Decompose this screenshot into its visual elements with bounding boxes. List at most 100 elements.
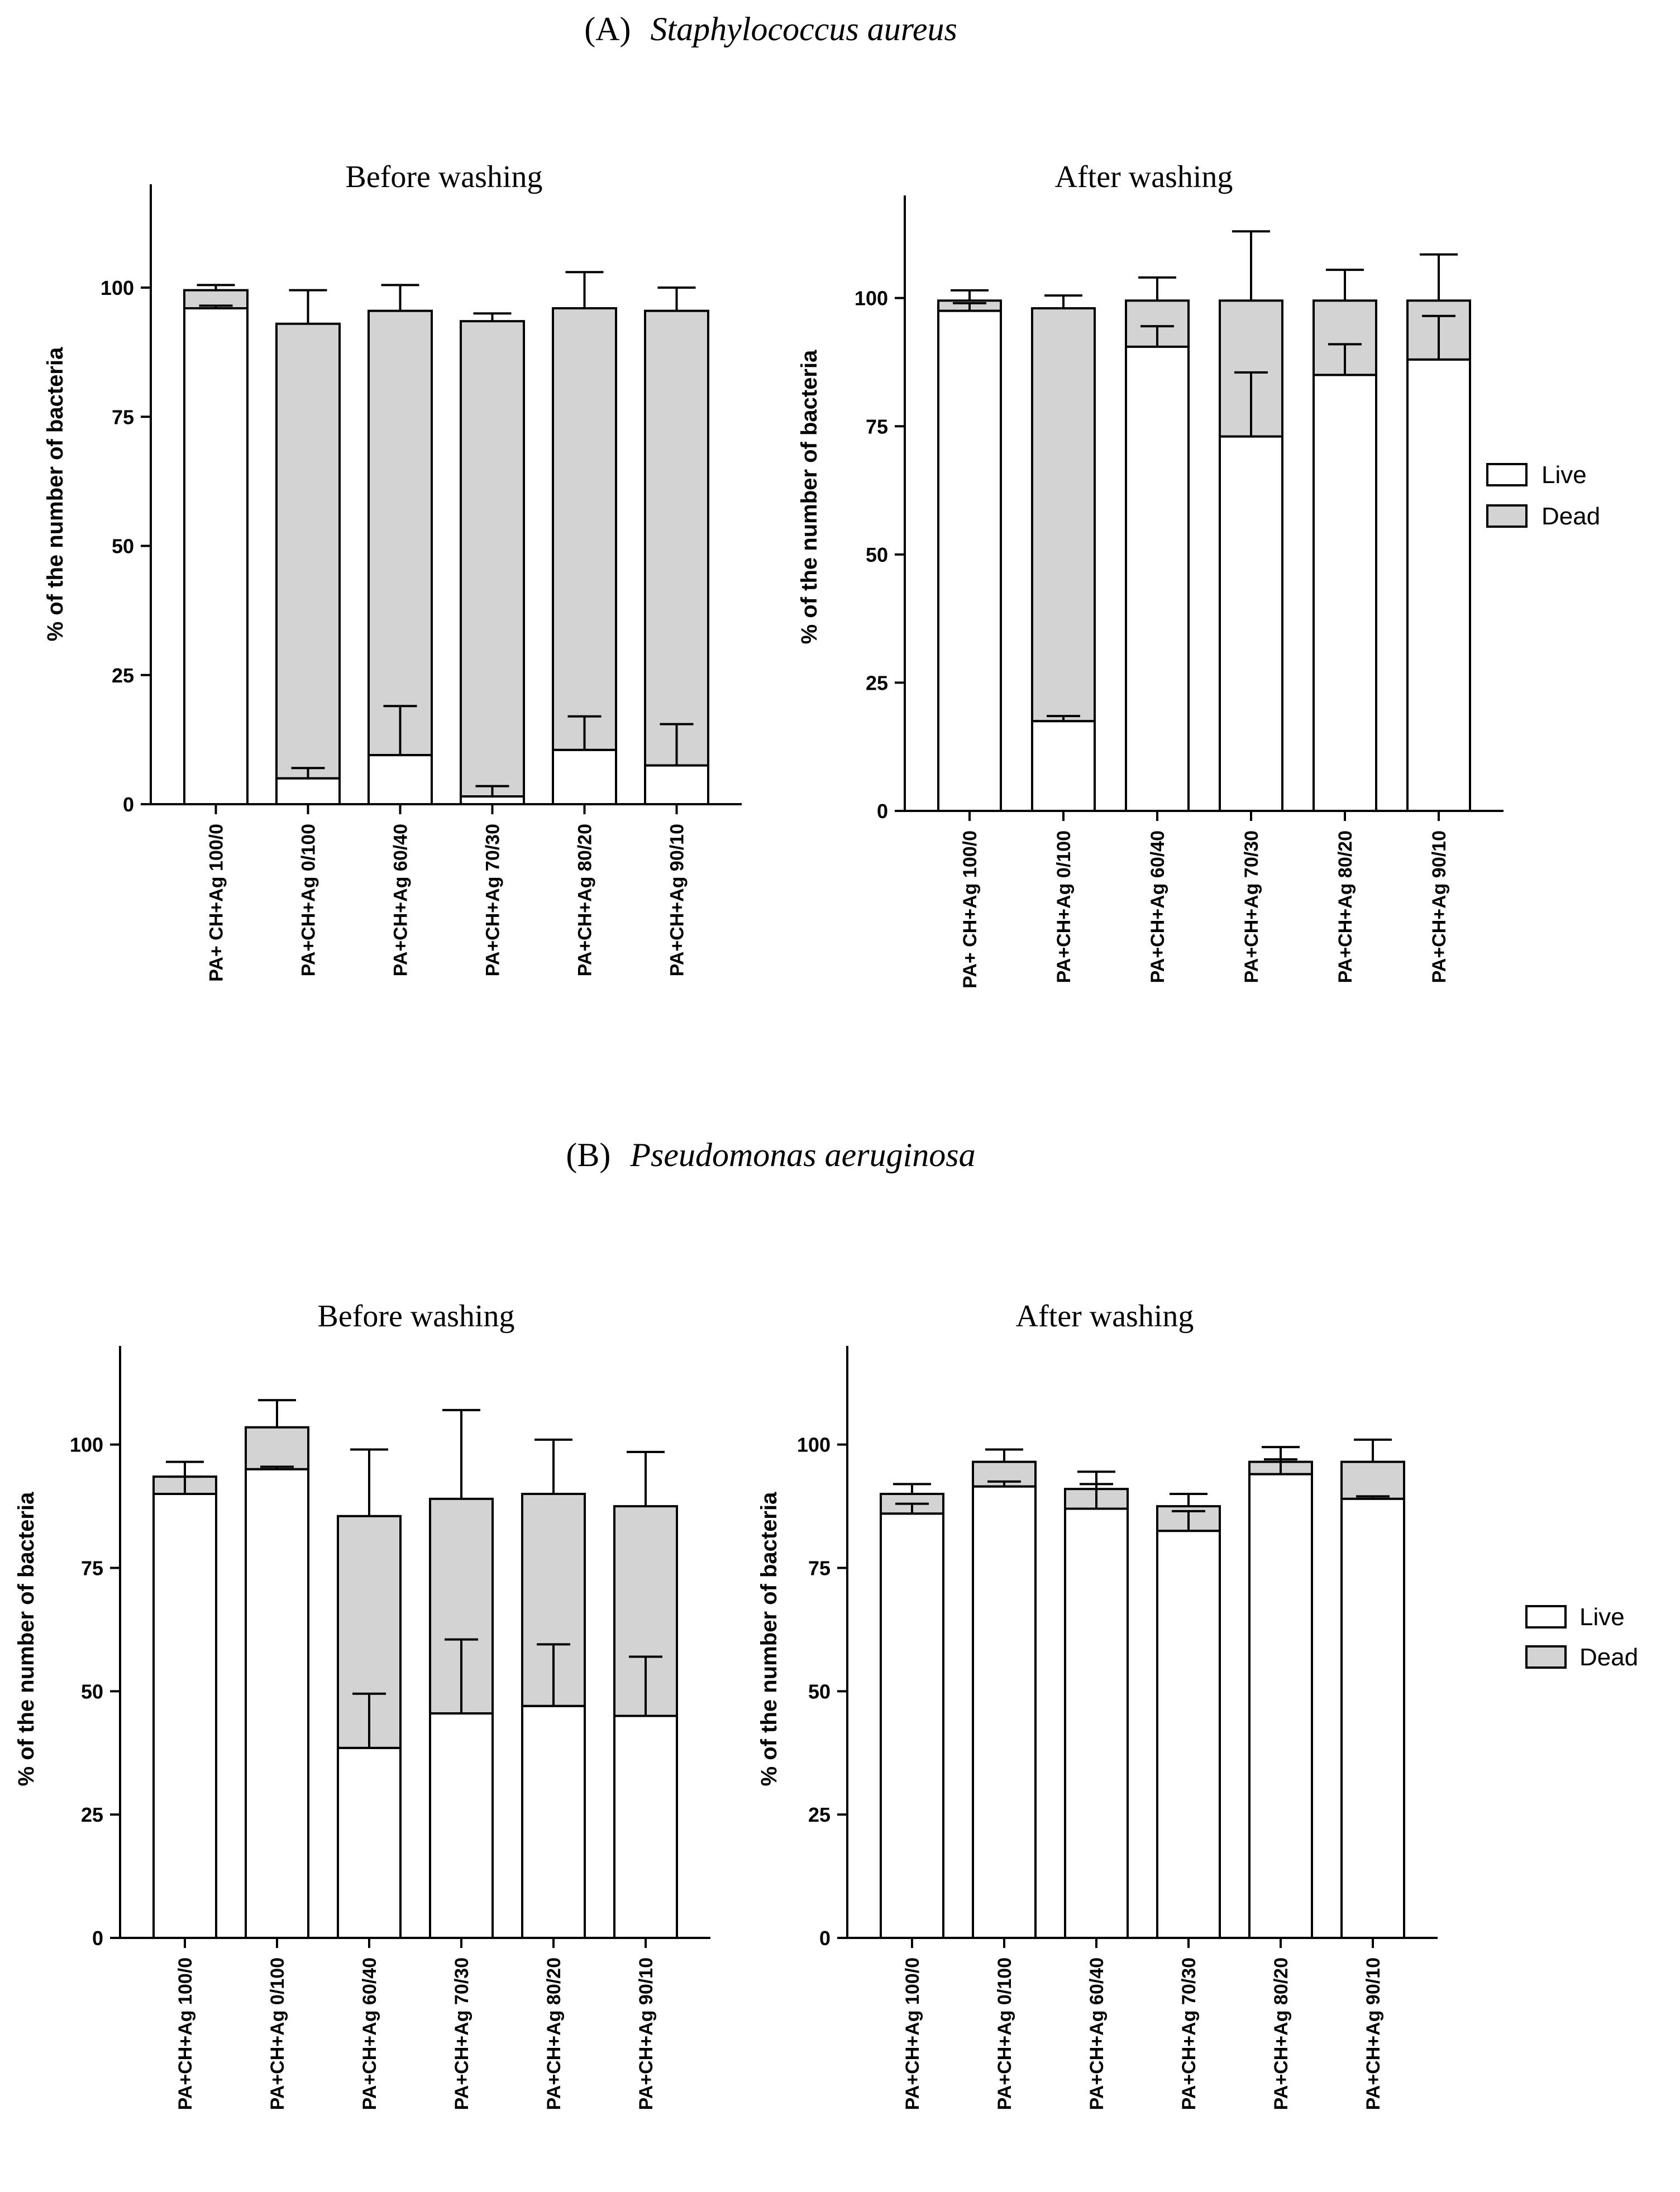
b-before-y-tick-label: 50 [81, 1680, 103, 1703]
b-after-error-bar-dead [1354, 1438, 1392, 1462]
b-before-y-tick-label: 75 [81, 1557, 103, 1580]
legend-b-live-label: Live [1579, 1603, 1625, 1631]
a-after-y-tick-label: 100 [855, 287, 888, 310]
b-after-error-bar-dead [1262, 1446, 1300, 1462]
a-before-y-axis-label: % of the number of bacteria [43, 347, 68, 641]
legend-b-dead-swatch [1525, 1645, 1567, 1669]
legend-a-live-label: Live [1541, 461, 1587, 489]
b-before-error-bar-dead [442, 1408, 480, 1499]
b-after-bar-live [1340, 1497, 1405, 1939]
a-before-bar-live [367, 754, 433, 805]
panel-a-label: (A) [584, 11, 631, 47]
b-before-chart-title: Before washing [317, 1299, 514, 1334]
a-before-error-bar-dead [381, 284, 419, 311]
a-after-error-bar-live [1422, 314, 1455, 360]
b-after-bar-live [1156, 1530, 1221, 1939]
b-before-error-bar-dead [350, 1448, 388, 1516]
a-before-error-bar-dead [473, 312, 512, 322]
a-before-bar-dead [644, 309, 709, 767]
a-after-bar-live [1219, 435, 1283, 812]
b-before-bar-live [245, 1468, 309, 1939]
a-before-error-bar-dead [289, 289, 327, 324]
b-before-y-tick-label: 0 [92, 1927, 103, 1950]
a-after-category-label: PA+CH+Ag 80/20 [1335, 830, 1356, 983]
a-before-category-label: PA+CH+Ag 90/10 [667, 824, 688, 976]
legend-a-live-swatch [1486, 463, 1528, 486]
a-before-category-label: PA+CH+Ag 60/40 [390, 824, 412, 976]
a-before-bar-live [552, 748, 617, 805]
a-before-error-bar-live [567, 715, 602, 750]
b-after-category-label: PA+CH+Ag 80/20 [1271, 1957, 1292, 2110]
a-after-bar-dead [1031, 307, 1096, 723]
a-after-category-label: PA+CH+Ag 90/10 [1429, 830, 1450, 983]
b-after-bar-live [1064, 1507, 1129, 1939]
a-before-bar-dead [460, 320, 525, 798]
a-before-error-bar-live [475, 785, 509, 797]
panel-b-organism: Pseudomonas aeruginosa [629, 1136, 975, 1173]
a-after-error-bar-dead [951, 289, 989, 301]
a-before-category-label: PA+ CH+Ag 100/0 [206, 824, 227, 982]
b-after-error-bar-dead [1170, 1493, 1207, 1507]
b-before-category-label: PA+CH+Ag 90/10 [636, 1957, 657, 2110]
a-before-bar-dead [552, 307, 617, 751]
a-before-error-bar-live [383, 705, 417, 756]
b-before-bar-live [152, 1493, 217, 1939]
b-before-bar-live [337, 1746, 402, 1940]
b-before-error-bar-live [260, 1465, 294, 1469]
b-after-category-label: PA+CH+Ag 60/40 [1086, 1957, 1108, 2110]
b-after-y-tick-label: 25 [808, 1803, 831, 1826]
b-before-bar-dead [245, 1426, 309, 1470]
b-before-y-tick-label: 100 [70, 1434, 103, 1456]
a-after-error-bar-live [1328, 343, 1362, 375]
a-after-bar-live [1031, 720, 1096, 812]
a-before-error-bar-live [291, 767, 325, 779]
a-after-category-label: PA+CH+Ag 60/40 [1147, 830, 1168, 983]
a-before-category-label: PA+CH+Ag 0/100 [298, 824, 319, 976]
a-before-y-tick-label: 0 [123, 793, 134, 816]
a-after-bar-live [1125, 345, 1190, 812]
b-after-chart-title: After washing [1016, 1299, 1194, 1334]
panel-a-organism: Staphylococcus aureus [650, 11, 957, 47]
a-before-bar-live [644, 764, 709, 805]
chart-b-after-washing: After washing % of the number of bacteria… [757, 1299, 1438, 2110]
legend-b: Live Dead [1525, 1603, 1638, 1671]
b-after-category-label: PA+CH+Ag 90/10 [1363, 1957, 1384, 2110]
a-before-category-label: PA+CH+Ag 80/20 [575, 824, 596, 976]
b-after-category-label: PA+CH+Ag 100/0 [902, 1957, 923, 2110]
a-before-bar-dead [275, 322, 341, 780]
a-before-bar-live [460, 795, 525, 805]
a-before-y-tick-label: 75 [112, 405, 134, 428]
a-after-y-axis-label: % of the number of bacteria [797, 350, 822, 644]
a-after-error-bar-dead [1138, 276, 1176, 301]
panel-b-label: (B) [566, 1136, 610, 1173]
b-after-y-tick-label: 100 [797, 1434, 831, 1456]
a-before-error-bar-dead [657, 286, 696, 311]
a-after-bar-live [1312, 374, 1377, 812]
panel-a-title: (A) Staphylococcus aureus [584, 11, 957, 47]
chart-b-before-washing: Before washing % of the number of bacteri… [14, 1299, 710, 2110]
a-after-chart-title: After washing [1055, 160, 1233, 194]
b-after-error-bar-dead [985, 1448, 1023, 1462]
a-after-error-bar-dead [1420, 253, 1458, 301]
b-after-error-bar-dead [1077, 1470, 1115, 1489]
b-after-error-bar-live [987, 1480, 1021, 1487]
b-before-error-bar-live [537, 1643, 570, 1706]
b-after-y-tick-label: 0 [819, 1927, 831, 1950]
b-after-bar-live [1248, 1473, 1313, 1940]
a-after-y-tick-label: 50 [866, 543, 888, 566]
a-after-y-tick-label: 25 [866, 671, 888, 694]
legend-b-dead-label: Dead [1579, 1644, 1638, 1671]
a-before-bar-live [275, 777, 341, 805]
b-before-category-label: PA+CH+Ag 100/0 [175, 1957, 196, 2110]
b-after-bar-live [972, 1485, 1037, 1939]
b-after-category-label: PA+CH+Ag 0/100 [994, 1957, 1015, 2110]
a-before-category-label: PA+CH+Ag 70/30 [483, 824, 504, 976]
b-before-y-tick-label: 25 [81, 1803, 103, 1826]
b-after-error-bar-dead [893, 1483, 931, 1494]
a-after-category-label: PA+CH+Ag 70/30 [1241, 830, 1262, 983]
a-before-y-tick-label: 25 [112, 664, 134, 687]
a-after-bar-live [1406, 358, 1471, 812]
legend-a-dead-swatch [1486, 504, 1528, 528]
a-after-error-bar-live [1234, 371, 1268, 437]
